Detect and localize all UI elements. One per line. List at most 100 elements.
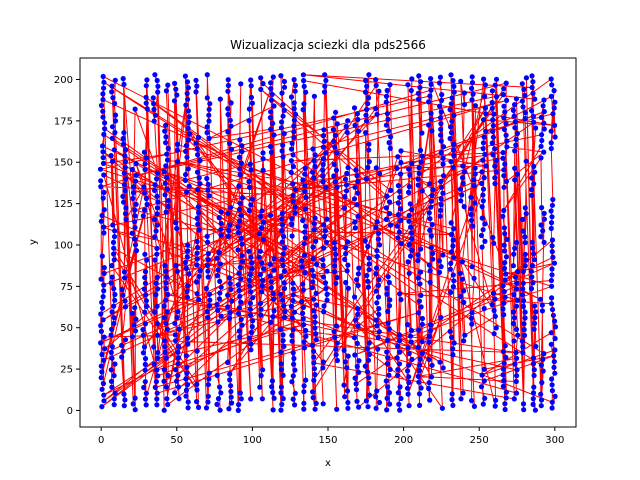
data-point: [278, 390, 284, 396]
data-point: [228, 394, 234, 400]
data-point: [281, 107, 287, 113]
data-point: [258, 75, 264, 81]
data-point: [142, 356, 149, 362]
data-point: [501, 115, 507, 121]
data-point: [415, 252, 421, 258]
data-point: [469, 398, 475, 404]
data-point: [416, 327, 422, 333]
data-point: [550, 254, 556, 260]
data-point: [460, 163, 466, 169]
data-point: [246, 179, 252, 185]
data-point: [365, 164, 371, 170]
data-point: [205, 251, 211, 257]
data-point: [164, 309, 170, 315]
data-point: [302, 206, 308, 212]
data-point: [520, 344, 526, 350]
data-point: [362, 363, 368, 369]
data-point: [490, 117, 496, 123]
data-point: [162, 344, 168, 350]
data-point: [142, 321, 148, 327]
data-point: [460, 390, 466, 396]
data-point: [419, 130, 425, 136]
data-point: [548, 76, 554, 82]
data-point: [300, 177, 306, 183]
data-point: [122, 188, 128, 194]
data-point: [288, 158, 294, 164]
data-point: [384, 395, 390, 401]
data-point: [290, 292, 296, 298]
data-point: [280, 251, 286, 257]
y-axis-label: y: [28, 239, 39, 245]
data-point: [278, 73, 284, 79]
data-point: [119, 342, 125, 348]
data-point: [450, 284, 456, 290]
data-point: [529, 274, 535, 280]
data-point: [281, 233, 287, 239]
data-point: [194, 83, 200, 89]
data-point: [373, 317, 379, 323]
data-point: [260, 156, 266, 162]
data-point: [278, 407, 284, 413]
data-point: [513, 303, 520, 309]
data-point: [515, 268, 521, 275]
data-point: [226, 228, 232, 234]
data-point: [514, 130, 521, 137]
data-point: [290, 350, 296, 356]
data-point: [184, 254, 190, 260]
data-point: [217, 261, 223, 267]
data-point: [345, 165, 351, 171]
data-point: [225, 77, 231, 83]
data-point: [428, 322, 434, 328]
data-point: [109, 309, 115, 315]
data-point: [288, 169, 294, 175]
data-point: [406, 374, 412, 380]
data-point: [541, 239, 547, 245]
data-point: [470, 91, 476, 97]
data-point: [550, 111, 556, 117]
data-point: [205, 393, 211, 399]
data-point: [161, 338, 168, 344]
data-point: [309, 285, 315, 291]
data-point: [258, 373, 264, 379]
data-point: [310, 244, 316, 250]
data-point: [504, 144, 510, 150]
data-point: [121, 391, 127, 397]
data-point: [479, 215, 485, 221]
data-point: [194, 146, 200, 152]
data-point: [218, 232, 224, 238]
data-point: [142, 190, 148, 196]
data-point: [493, 397, 499, 403]
data-point: [143, 390, 149, 396]
data-point: [438, 126, 444, 132]
data-point: [332, 257, 338, 263]
data-point: [151, 344, 157, 350]
data-point: [362, 89, 369, 95]
data-point: [248, 83, 254, 89]
data-point: [520, 303, 527, 309]
data-point: [204, 130, 210, 136]
data-point: [514, 280, 520, 286]
data-point: [120, 135, 126, 142]
data-point: [196, 227, 202, 233]
data-point: [491, 307, 497, 314]
data-point: [205, 257, 211, 263]
data-point: [549, 266, 555, 272]
data-point: [154, 367, 160, 373]
data-point: [521, 332, 528, 338]
data-point: [529, 239, 535, 245]
data-point: [540, 356, 546, 362]
data-point: [278, 349, 284, 355]
data-point: [101, 334, 107, 340]
data-point: [548, 330, 554, 336]
data-point: [426, 385, 432, 392]
data-point: [549, 272, 555, 278]
data-point: [417, 402, 423, 408]
data-point: [258, 312, 264, 318]
data-point: [205, 181, 211, 187]
data-point: [321, 303, 327, 309]
data-point: [438, 184, 445, 190]
data-point: [529, 187, 535, 193]
data-point: [100, 155, 106, 161]
data-point: [450, 78, 456, 84]
